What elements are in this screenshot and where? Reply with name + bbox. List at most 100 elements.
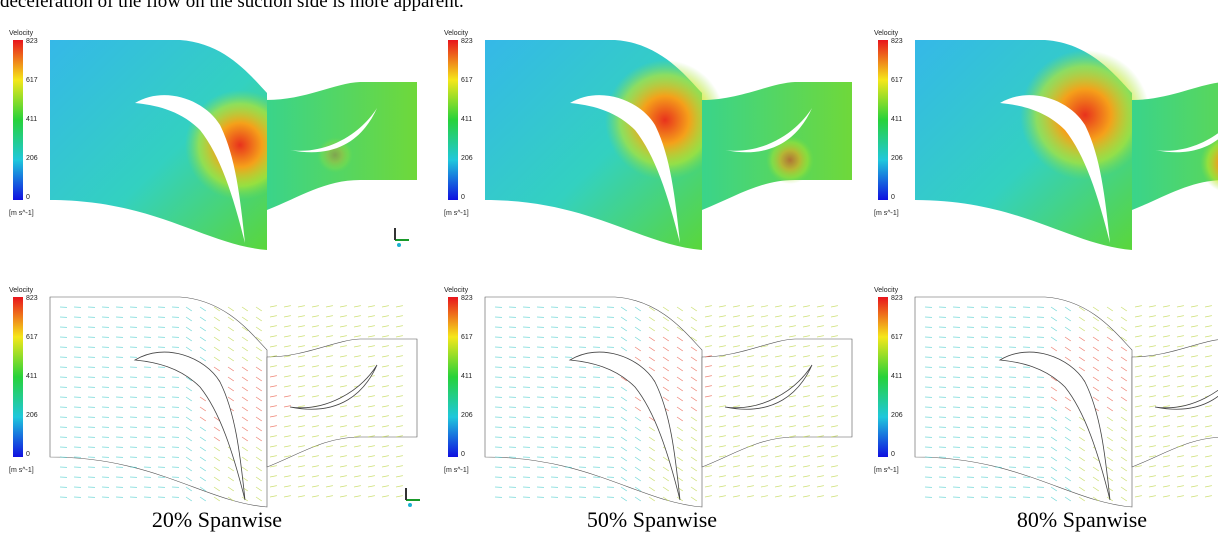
vector xyxy=(297,335,305,338)
legend-unit: [m s^-1] xyxy=(444,210,469,217)
vector xyxy=(241,436,248,442)
vector xyxy=(802,435,810,438)
vector xyxy=(830,355,838,358)
vector xyxy=(690,326,697,332)
vector xyxy=(185,316,192,322)
vector xyxy=(1120,336,1127,342)
vector xyxy=(1204,475,1212,478)
vector xyxy=(353,365,361,368)
vector xyxy=(199,416,206,422)
vector xyxy=(283,375,291,378)
vector xyxy=(1120,416,1127,422)
vector xyxy=(676,416,683,422)
axis-triad xyxy=(405,488,420,507)
vector xyxy=(213,336,220,342)
vector xyxy=(1148,475,1156,478)
vector xyxy=(255,436,262,442)
vector xyxy=(704,315,712,318)
vector xyxy=(830,455,838,458)
vector xyxy=(283,415,291,418)
vector xyxy=(185,476,192,482)
vector xyxy=(788,325,796,328)
vector xyxy=(185,426,192,432)
vector xyxy=(199,456,206,462)
vector xyxy=(802,475,810,478)
vector xyxy=(1190,305,1198,308)
vector xyxy=(690,346,697,352)
vector xyxy=(704,385,712,388)
vector xyxy=(255,446,262,452)
vector xyxy=(213,356,220,362)
vector xyxy=(185,436,192,442)
vector xyxy=(760,495,768,498)
vector xyxy=(718,315,726,318)
vector xyxy=(227,366,234,372)
vector xyxy=(802,415,810,418)
vector xyxy=(704,375,712,378)
vector xyxy=(199,476,206,482)
vector xyxy=(1078,446,1085,452)
vector xyxy=(732,415,740,418)
vector xyxy=(1148,375,1156,378)
vector xyxy=(1134,475,1142,478)
vector xyxy=(816,405,824,408)
vector xyxy=(1092,456,1099,462)
vector xyxy=(620,496,627,502)
vector xyxy=(339,315,347,318)
vector xyxy=(760,415,768,418)
vector xyxy=(381,425,389,428)
vector xyxy=(676,476,683,482)
vector xyxy=(199,316,206,322)
vector xyxy=(199,306,206,312)
vector xyxy=(367,385,375,388)
vector xyxy=(255,376,262,382)
vector xyxy=(620,436,627,442)
vector xyxy=(732,345,740,348)
vector xyxy=(662,466,669,472)
vector xyxy=(381,315,389,318)
vector xyxy=(746,495,754,498)
vector xyxy=(1134,365,1142,368)
vector xyxy=(339,475,347,478)
vector xyxy=(634,316,641,322)
vector xyxy=(269,325,277,328)
vector xyxy=(339,465,347,468)
vector xyxy=(185,406,192,412)
vector xyxy=(704,335,712,338)
vector xyxy=(620,456,627,462)
vector xyxy=(367,435,375,438)
blade xyxy=(1155,133,1218,153)
vector xyxy=(367,395,375,398)
vector xyxy=(774,355,782,358)
vector xyxy=(718,325,726,328)
vector xyxy=(1120,396,1127,402)
vector xyxy=(213,446,220,452)
vector xyxy=(1092,316,1099,322)
vector xyxy=(1204,325,1212,328)
vector xyxy=(676,456,683,462)
vector xyxy=(634,396,641,402)
vector xyxy=(269,375,277,378)
vector xyxy=(395,415,403,418)
vector xyxy=(1106,416,1113,422)
vector xyxy=(1176,315,1184,318)
vector xyxy=(1176,355,1184,358)
vector xyxy=(816,495,824,498)
vector xyxy=(199,406,206,412)
vector xyxy=(325,315,333,318)
vector xyxy=(830,445,838,448)
vector xyxy=(395,425,403,428)
vector xyxy=(774,325,782,328)
vector xyxy=(213,476,220,482)
vector xyxy=(367,415,375,418)
vector xyxy=(1106,476,1113,482)
vector xyxy=(213,486,220,492)
vector xyxy=(395,435,403,438)
vector xyxy=(255,476,262,482)
vector xyxy=(1176,485,1184,488)
vector xyxy=(297,455,305,458)
legend-tick: 823 xyxy=(891,38,903,45)
legend-tick: 206 xyxy=(461,155,473,162)
vector xyxy=(227,386,234,392)
vector xyxy=(816,445,824,448)
